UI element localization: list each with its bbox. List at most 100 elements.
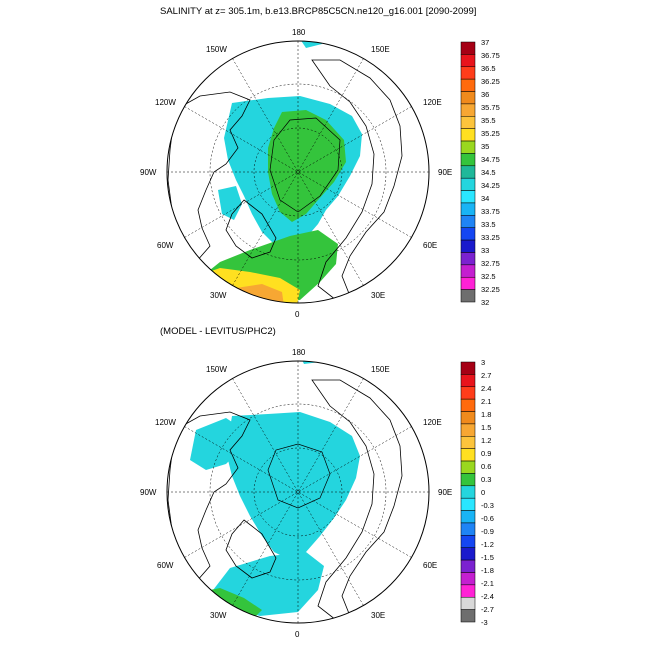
top-colorbar-tick-label: 36.75 <box>481 51 500 60</box>
top-colorbar-swatch <box>460 41 476 55</box>
top-colorbar-tick-label: 35.75 <box>481 103 500 112</box>
top-baffin-cyan <box>218 186 242 220</box>
bottom-colorbar-swatch <box>460 584 476 598</box>
bottom-colorbar-swatch <box>460 510 476 524</box>
bottom-colorbar-tick-label: 0.6 <box>481 462 491 471</box>
top-colorbar-tick-label: 33.5 <box>481 220 496 229</box>
bottom-colorbar-tick-label: -2.1 <box>481 579 494 588</box>
bottom-colorbar-tick-label: 1.2 <box>481 436 491 445</box>
bottom-colorbar-tick-label: 0 <box>481 488 485 497</box>
top-lbl-90w: 90W <box>140 168 157 177</box>
top-colorbar-swatch <box>460 239 476 253</box>
top-lbl-150e: 150E <box>371 45 390 54</box>
bottom-colorbar-tick-label: -1.2 <box>481 540 494 549</box>
bottom-contour-line <box>267 443 331 509</box>
bottom-colorbar-swatch <box>460 423 476 437</box>
top-colorbar-swatch <box>460 116 476 129</box>
bottom-colorbar-swatch <box>460 361 476 375</box>
bottom-colorbar-tick-label: 1.8 <box>481 410 491 419</box>
top-contour-line <box>269 117 341 213</box>
bottom-arctic-cyan-field <box>226 412 360 560</box>
top-colorbar-swatch <box>460 264 476 278</box>
bottom-colorbar: 3 2.7 2.4 2.1 1.8 1.5 1.2 0.9 0.6 0.3 0 -0.3 -0.6 -0.… <box>460 358 494 627</box>
top-colorbar-tick-label: 35.5 <box>481 116 496 125</box>
bottom-lbl-120w: 120W <box>155 418 176 427</box>
bottom-colorbar-tick-label: -0.9 <box>481 527 494 536</box>
top-colorbar-tick-label: 35.25 <box>481 129 500 138</box>
top-colorbar-tick-label: 34.5 <box>481 168 496 177</box>
bottom-colorbar-swatch <box>460 436 476 449</box>
top-colorbar-tick-label: 33 <box>481 246 489 255</box>
top-colorbar-tick-label: 34.25 <box>481 181 500 190</box>
bottom-polar-map <box>166 360 430 624</box>
bottom-lbl-30e: 30E <box>371 611 385 620</box>
top-colorbar-swatch <box>460 54 476 68</box>
bottom-colorbar-swatch <box>460 448 476 462</box>
top-lbl-180: 180 <box>292 28 306 37</box>
top-lbl-90e: 90E <box>438 168 452 177</box>
bottom-lbl-60e: 60E <box>423 561 437 570</box>
top-colorbar-swatch <box>460 215 476 228</box>
top-colorbar-tick-label: 36 <box>481 90 489 99</box>
top-colorbar-tick-label: 32 <box>481 298 489 307</box>
top-polar-map <box>166 40 430 304</box>
bottom-colorbar-tick-label: 3 <box>481 358 485 367</box>
bottom-lbl-60w: 60W <box>157 561 174 570</box>
bottom-lbl-30w: 30W <box>210 611 227 620</box>
top-colorbar-swatch <box>460 227 476 241</box>
bottom-colorbar-tick-label: 2.4 <box>481 384 491 393</box>
top-colorbar-swatch <box>460 78 476 92</box>
top-arctic-green-core <box>268 110 346 222</box>
bottom-colorbar-tick-label: -2.4 <box>481 592 494 601</box>
bottom-colorbar-swatch <box>460 572 476 586</box>
top-bering-cyan <box>298 41 322 48</box>
bottom-lbl-180: 180 <box>292 348 306 357</box>
top-colorbar-swatch <box>460 128 476 142</box>
bottom-lbl-120e: 120E <box>423 418 442 427</box>
bottom-colorbar-tick-label: -0.3 <box>481 501 494 510</box>
top-colorbar-swatch <box>460 252 476 266</box>
bottom-colorbar-swatch <box>460 411 476 425</box>
bottom-land-outline-greenland <box>225 519 277 579</box>
top-colorbar-tick-label: 36.25 <box>481 77 500 86</box>
top-colorbar-swatch <box>460 276 476 290</box>
bottom-lbl-90w: 90W <box>140 488 157 497</box>
top-panel-title: SALINITY at z= 305.1m, b.e13.BRCP85C5CN.… <box>160 6 476 17</box>
bottom-colorbar-swatch <box>460 497 476 511</box>
top-colorbar-tick-label: 37 <box>481 38 489 47</box>
top-land-outline-greenland <box>225 199 277 259</box>
top-colorbar-tick-label: 36.5 <box>481 64 496 73</box>
bottom-colorbar-swatch <box>460 386 476 400</box>
bottom-colorbar-tick-label: 0.9 <box>481 449 491 458</box>
bottom-colorbar-swatch <box>460 473 476 487</box>
bottom-lbl-150w: 150W <box>206 365 227 374</box>
bottom-colorbar-tick-label: -3 <box>481 618 488 627</box>
top-colorbar-swatch <box>460 91 476 105</box>
top-colorbar-swatch <box>460 202 476 216</box>
top-colorbar-tick-label: 33.75 <box>481 207 500 216</box>
bottom-colorbar-swatch <box>460 522 476 536</box>
bottom-colorbar-tick-label: -0.6 <box>481 514 494 523</box>
bottom-colorbar-tick-label: 2.1 <box>481 397 491 406</box>
top-colorbar-tick-label: 33.25 <box>481 233 500 242</box>
top-lbl-120e: 120E <box>423 98 442 107</box>
top-colorbar-swatch <box>460 165 476 179</box>
bottom-lbl-150e: 150E <box>371 365 390 374</box>
top-colorbar-swatch <box>460 66 476 80</box>
bottom-lbl-0: 0 <box>295 630 300 639</box>
top-colorbar-tick-label: 32.5 <box>481 272 496 281</box>
bottom-colorbar-swatch <box>460 535 476 548</box>
top-colorbar: 37 36.75 36.5 36.25 36 35.75 35.5 35.25 35 34.75 3… <box>460 38 500 307</box>
bottom-panel-title: (MODEL - LEVITUS/PHC2) <box>160 326 276 337</box>
bottom-colorbar-swatch <box>460 547 476 561</box>
bottom-nw-cyan-field <box>190 418 244 470</box>
top-colorbar-tick-label: 32.25 <box>481 285 500 294</box>
bottom-colorbar-swatch <box>460 559 476 573</box>
bottom-lon-labels: 180 150W 150E 120W 120E 90W 90E 60W 60E … <box>140 348 452 639</box>
top-colorbar-tick-label: 34.75 <box>481 155 500 164</box>
bottom-colorbar-tick-label: -2.7 <box>481 605 494 614</box>
top-lbl-0: 0 <box>295 310 300 319</box>
bottom-colorbar-swatch <box>460 460 476 474</box>
bottom-colorbar-swatch <box>460 596 476 610</box>
top-colorbar-swatch <box>460 140 476 154</box>
